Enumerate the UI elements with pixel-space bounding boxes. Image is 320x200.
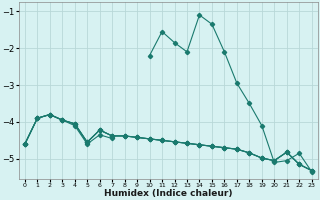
X-axis label: Humidex (Indice chaleur): Humidex (Indice chaleur) (104, 189, 233, 198)
